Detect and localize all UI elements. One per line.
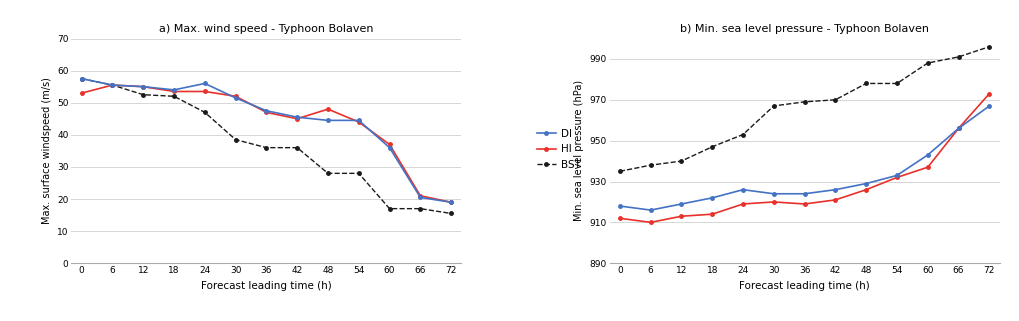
- Line: DI: DI: [79, 77, 452, 204]
- Title: a) Max. wind speed - Typhoon Bolaven: a) Max. wind speed - Typhoon Bolaven: [159, 23, 373, 34]
- BST: [199, 110, 211, 114]
- BST: [736, 133, 748, 136]
- BST: [705, 145, 717, 149]
- DI: [383, 146, 395, 150]
- DI: [736, 188, 748, 192]
- DI: [290, 115, 303, 119]
- DI: [767, 192, 780, 196]
- HI: [290, 117, 303, 121]
- DI: [613, 204, 626, 208]
- X-axis label: Forecast leading time (h): Forecast leading time (h): [739, 281, 869, 291]
- HI: [260, 110, 272, 114]
- HI: [106, 83, 118, 87]
- DI: [675, 202, 687, 206]
- DI: [260, 109, 272, 113]
- DI: [798, 192, 810, 196]
- BST: [982, 45, 995, 48]
- HI: [613, 216, 626, 220]
- DI: [353, 118, 365, 122]
- HI: [767, 200, 780, 204]
- Y-axis label: Max. surface windspeed (m/s): Max. surface windspeed (m/s): [42, 77, 52, 224]
- HI: [859, 188, 871, 192]
- HI: [675, 214, 687, 218]
- DI: [168, 88, 180, 92]
- DI: [229, 96, 242, 100]
- DI: [890, 173, 902, 177]
- BST: [414, 207, 426, 211]
- Y-axis label: Min. sea level pressure (hPa): Min. sea level pressure (hPa): [574, 80, 584, 221]
- DI: [322, 118, 334, 122]
- DI: [414, 195, 426, 199]
- BST: [260, 146, 272, 150]
- DI: [106, 83, 118, 87]
- HI: [137, 85, 149, 89]
- HI: [890, 176, 902, 179]
- BST: [675, 159, 687, 163]
- Legend: DI, HI, BST: DI, HI, BST: [536, 129, 580, 169]
- DI: [644, 208, 656, 212]
- BST: [229, 138, 242, 142]
- HI: [229, 94, 242, 98]
- BST: [383, 207, 395, 211]
- BST: [444, 212, 457, 215]
- HI: [921, 165, 933, 169]
- HI: [383, 143, 395, 146]
- Line: BST: BST: [618, 45, 990, 173]
- DI: [982, 104, 995, 108]
- Line: BST: BST: [79, 77, 452, 215]
- BST: [828, 98, 841, 102]
- Line: HI: HI: [79, 83, 452, 204]
- HI: [798, 202, 810, 206]
- BST: [290, 146, 303, 150]
- BST: [613, 169, 626, 173]
- HI: [168, 90, 180, 93]
- HI: [644, 221, 656, 224]
- BST: [767, 104, 780, 108]
- HI: [414, 194, 426, 198]
- HI: [322, 107, 334, 111]
- BST: [921, 61, 933, 65]
- HI: [444, 200, 457, 204]
- DI: [921, 153, 933, 157]
- DI: [952, 126, 964, 130]
- DI: [859, 182, 871, 186]
- BST: [168, 94, 180, 98]
- BST: [137, 93, 149, 97]
- BST: [798, 100, 810, 104]
- BST: [890, 82, 902, 85]
- Line: HI: HI: [618, 92, 990, 224]
- BST: [106, 83, 118, 87]
- HI: [828, 198, 841, 202]
- DI: [828, 188, 841, 192]
- BST: [322, 171, 334, 175]
- DI: [75, 77, 88, 81]
- BST: [75, 77, 88, 81]
- DI: [444, 200, 457, 204]
- X-axis label: Forecast leading time (h): Forecast leading time (h): [201, 281, 331, 291]
- HI: [952, 126, 964, 130]
- HI: [199, 90, 211, 93]
- HI: [75, 91, 88, 95]
- BST: [644, 163, 656, 167]
- BST: [859, 82, 871, 85]
- BST: [952, 55, 964, 59]
- DI: [137, 85, 149, 89]
- DI: [199, 82, 211, 85]
- DI: [705, 196, 717, 200]
- Title: b) Min. sea level pressure - Typhoon Bolaven: b) Min. sea level pressure - Typhoon Bol…: [680, 23, 928, 34]
- HI: [353, 120, 365, 124]
- HI: [736, 202, 748, 206]
- Line: DI: DI: [618, 104, 990, 212]
- BST: [353, 171, 365, 175]
- HI: [982, 92, 995, 96]
- HI: [705, 212, 717, 216]
